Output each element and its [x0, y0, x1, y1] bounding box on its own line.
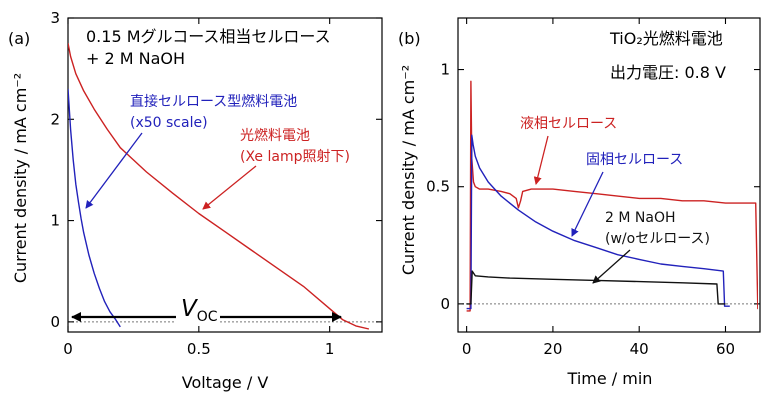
panel-b-ytick-label: 0: [440, 295, 450, 313]
panel-b-xtick-label: 20: [543, 340, 562, 358]
voc-label-bg: [176, 289, 220, 325]
panel-a-legend-line-1: 0.15 Mグルコース相当セルロース: [86, 27, 331, 46]
voc-label: VOC: [181, 296, 218, 325]
panel-b-legend-line-1: TiO₂光燃料電池: [609, 29, 723, 48]
annotation-liquid-label: 液相セルロース: [520, 116, 617, 132]
panel-b-ytick-label: 1: [440, 61, 450, 79]
annotation-photo-fc-line-1: 光燃料電池: [240, 127, 310, 144]
panel-b-label: (b): [398, 29, 421, 48]
panel-b-series-line-2: [466, 270, 726, 305]
panel-b-frame: [457, 17, 761, 333]
annotation-liquid-arrow: [533, 135, 549, 185]
panel-a-xtick-label: 0.5: [187, 340, 211, 358]
panel-b-series-line-1: [466, 134, 730, 310]
panel-a: (a) 0 0.5 1 0 1 2 3 0.15 Mグルコース相当セルロース + 2 M N…: [8, 9, 383, 392]
annotation-direct-fc-line-2: (x50 scale): [130, 115, 208, 131]
panel-a-ytick-label: 2: [50, 110, 60, 128]
panel-b-ylabel: Current density / mA cm⁻²: [399, 65, 418, 275]
panel-a-series-line-0: [68, 43, 370, 330]
annotation-naoh-line-1: 2 M NaOH: [605, 210, 676, 226]
panel-a-ytick-label: 0: [50, 313, 60, 331]
annotation-naoh-arrow: [592, 249, 631, 284]
panel-b-series-line-0: [466, 80, 758, 312]
voc-label-sub: OC: [197, 309, 218, 325]
panel-a-xlabel: Voltage / V: [182, 373, 269, 392]
panel-b-xlabel: Time / min: [567, 369, 653, 388]
panel-a-frame: [67, 17, 383, 333]
panel-b-xtick-label: 60: [716, 340, 735, 358]
annotation-direct-fc-line-1: 直接セルロース型燃料電池: [130, 93, 297, 110]
annotation-solid-arrow: [571, 171, 604, 237]
panel-a-ytick-label: 1: [50, 212, 60, 230]
panel-a-label: (a): [8, 29, 30, 48]
panel-a-ylabel: Current density / mA cm⁻²: [11, 73, 30, 283]
panel-b-xtick-label: 40: [630, 340, 649, 358]
panel-b: (b) 0 20 40 60 0 0.5 1 TiO₂光燃料電池 出力電圧: 0.8 V 液…: [398, 17, 761, 388]
voc-label-main: V: [181, 296, 199, 322]
panel-a-legend-line-2: + 2 M NaOH: [86, 49, 185, 68]
panel-a-xtick-label: 1: [325, 340, 335, 358]
annotation-photo-fc-arrow: [202, 165, 257, 210]
panel-b-xtick-label: 0: [462, 340, 472, 358]
panel-a-xtick-label: 0: [63, 340, 73, 358]
annotation-direct-fc-arrow: [85, 132, 143, 209]
panel-a-series-line-1: [68, 88, 121, 328]
panel-a-ytick-label: 3: [50, 9, 60, 27]
annotation-photo-fc-line-2: (Xe lamp照射下): [240, 149, 350, 165]
panel-b-ytick-label: 0.5: [426, 178, 450, 196]
panel-b-legend-line-2: 出力電圧: 0.8 V: [610, 63, 726, 82]
annotation-naoh-line-2: (w/oセルロース): [605, 231, 710, 247]
annotation-solid-label: 固相セルロース: [586, 152, 683, 168]
